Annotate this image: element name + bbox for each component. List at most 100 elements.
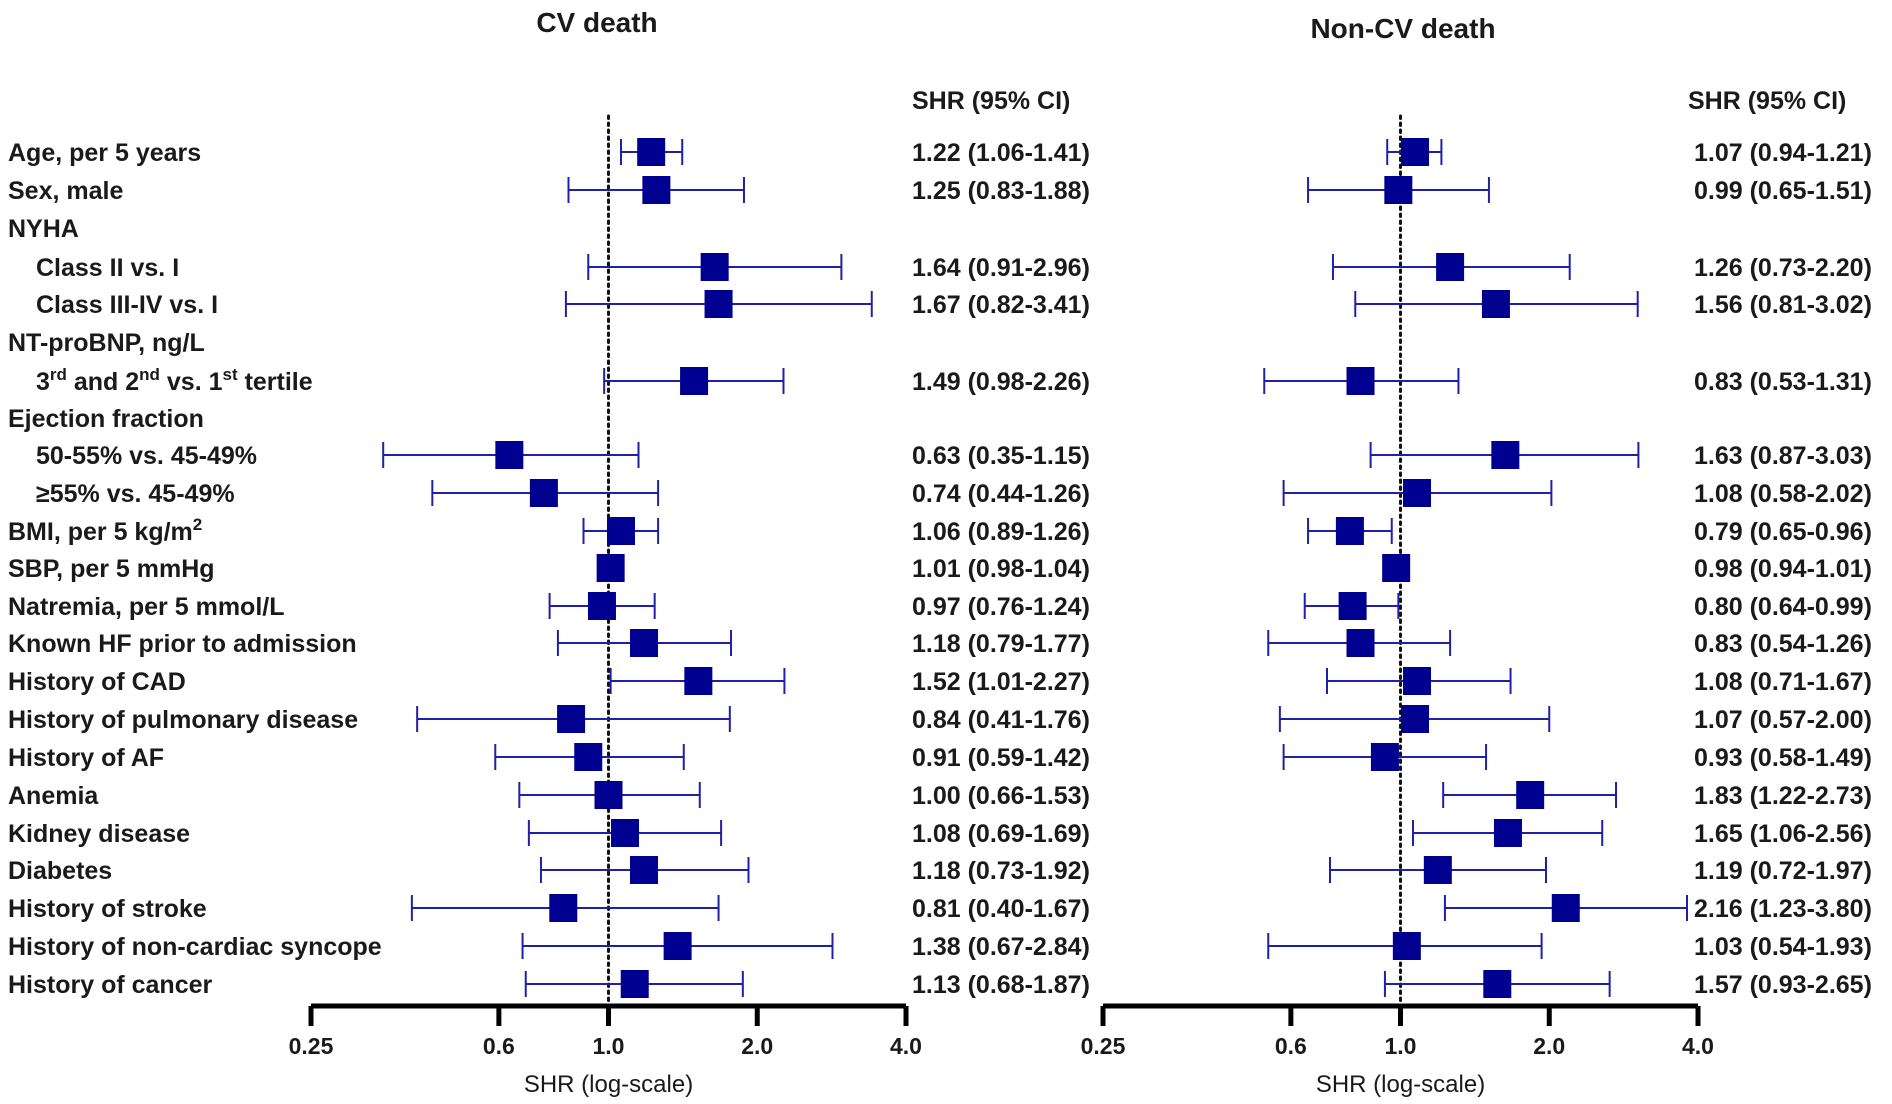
estimate-marker [1483, 970, 1512, 998]
row-label: Ejection fraction [8, 405, 204, 433]
estimate-marker [607, 517, 636, 545]
estimate-marker [529, 479, 558, 507]
estimate-marker [642, 176, 671, 204]
x-tick-label: 0.6 [1275, 1033, 1307, 1059]
row-label: History of non-cardiac syncope [8, 933, 382, 961]
estimate-marker [1384, 176, 1413, 204]
row-label: 3rd and 2nd vs. 1st tertile [36, 365, 313, 396]
estimate-marker [700, 253, 729, 281]
value-label: 1.08 (0.71-1.67) [1694, 668, 1872, 696]
estimate-marker [663, 932, 692, 960]
x-axis-label: SHR (log-scale) [1316, 1071, 1485, 1098]
estimate-marker [1346, 629, 1375, 657]
row-label: History of CAD [8, 668, 186, 696]
row-label: Known HF prior to admission [8, 630, 357, 658]
value-label: 0.91 (0.59-1.42) [912, 744, 1090, 772]
x-tick-label: 0.25 [289, 1033, 334, 1059]
row-label: ≥55% vs. 45-49% [36, 480, 235, 508]
value-label: 0.81 (0.40-1.67) [912, 895, 1090, 923]
value-label: 1.18 (0.73-1.92) [912, 857, 1090, 885]
estimate-marker [587, 592, 616, 620]
estimate-marker [637, 138, 666, 166]
value-label: 1.01 (0.98-1.04) [912, 555, 1090, 583]
estimate-marker [1338, 592, 1367, 620]
value-label: 0.74 (0.44-1.26) [912, 480, 1090, 508]
value-label: 0.79 (0.65-0.96) [1694, 518, 1872, 546]
row-label: NYHA [8, 215, 79, 243]
value-label: 1.64 (0.91-2.96) [912, 254, 1090, 282]
value-label: 1.22 (1.06-1.41) [912, 139, 1090, 167]
value-label: 0.80 (0.64-0.99) [1694, 593, 1872, 621]
value-label: 1.25 (0.83-1.88) [912, 177, 1090, 205]
value-label: 0.84 (0.41-1.76) [912, 706, 1090, 734]
value-label: 1.07 (0.57-2.00) [1694, 706, 1872, 734]
value-label: 1.00 (0.66-1.53) [912, 782, 1090, 810]
estimate-marker [495, 441, 524, 469]
row-label: NT-proBNP, ng/L [8, 329, 205, 357]
estimate-marker [1491, 441, 1520, 469]
estimate-marker [1392, 932, 1421, 960]
value-label: 1.08 (0.58-2.02) [1694, 480, 1872, 508]
estimate-marker [1516, 781, 1545, 809]
estimate-marker [1335, 517, 1364, 545]
value-label: 1.08 (0.69-1.69) [912, 820, 1090, 848]
value-label: 1.26 (0.73-2.20) [1694, 254, 1872, 282]
value-label: 1.06 (0.89-1.26) [912, 518, 1090, 546]
value-label: 1.65 (1.06-2.56) [1694, 820, 1872, 848]
value-label: 0.99 (0.65-1.51) [1694, 177, 1872, 205]
estimate-marker [1346, 367, 1375, 395]
row-label: Kidney disease [8, 820, 190, 848]
row-label: 50-55% vs. 45-49% [36, 442, 257, 470]
row-label: Age, per 5 years [8, 139, 201, 167]
x-tick-label: 2.0 [741, 1033, 773, 1059]
value-label: 0.83 (0.53-1.31) [1694, 368, 1872, 396]
estimate-marker [574, 743, 603, 771]
value-label: 2.16 (1.23-3.80) [1694, 895, 1872, 923]
panel-cv-death: CV death SHR (95% CI) 0.25 0.6 1.0 2.0 4.0 SHR … [289, 7, 1090, 1098]
estimate-marker [704, 290, 733, 318]
estimate-marker [594, 781, 623, 809]
row-label: Class III-IV vs. I [36, 291, 218, 319]
value-label: 1.63 (0.87-3.03) [1694, 442, 1872, 470]
row-label: Anemia [8, 782, 99, 810]
value-label: 1.83 (1.22-2.73) [1694, 782, 1872, 810]
row-labels: Age, per 5 years Sex, male NYHA Class II vs… [8, 139, 382, 999]
estimate-marker [1403, 667, 1432, 695]
estimate-marker [596, 554, 625, 582]
estimate-marker [1551, 894, 1580, 922]
value-label: 1.67 (0.82-3.41) [912, 291, 1090, 319]
estimate-marker [1423, 856, 1452, 884]
values-header: SHR (95% CI) [1688, 87, 1846, 115]
value-label: 0.97 (0.76-1.24) [912, 593, 1090, 621]
estimate-marker [1481, 290, 1510, 318]
estimate-marker [1401, 705, 1430, 733]
estimate-marker [680, 367, 709, 395]
value-label: 1.57 (0.93-2.65) [1694, 971, 1872, 999]
x-tick-label: 1.0 [1385, 1033, 1417, 1059]
row-label: History of pulmonary disease [8, 706, 358, 734]
estimate-marker [630, 856, 659, 884]
x-axis-label: SHR (log-scale) [524, 1071, 693, 1098]
x-tick-label: 1.0 [593, 1033, 625, 1059]
row-label: Diabetes [8, 857, 112, 885]
values-header: SHR (95% CI) [912, 87, 1070, 115]
estimate-marker [1370, 743, 1399, 771]
panel-title: Non-CV death [1310, 13, 1495, 44]
estimate-marker [611, 819, 640, 847]
panel-title: CV death [536, 7, 657, 38]
row-label: History of stroke [8, 895, 207, 923]
row-label: BMI, per 5 kg/m2 [8, 515, 202, 546]
estimate-marker [620, 970, 649, 998]
panel-non-cv-death: Non-CV death SHR (95% CI) 0.25 0.6 1.0 2.0 4.0… [1081, 13, 1872, 1098]
value-label: 1.18 (0.79-1.77) [912, 630, 1090, 658]
x-tick-label: 0.6 [483, 1033, 515, 1059]
estimate-marker [1403, 479, 1432, 507]
value-label: 1.56 (0.81-3.02) [1694, 291, 1872, 319]
estimate-marker [549, 894, 578, 922]
value-label: 0.93 (0.58-1.49) [1694, 744, 1872, 772]
estimate-marker [684, 667, 713, 695]
estimate-marker [1436, 253, 1465, 281]
row-label: History of AF [8, 744, 164, 772]
x-tick-label: 4.0 [890, 1033, 922, 1059]
